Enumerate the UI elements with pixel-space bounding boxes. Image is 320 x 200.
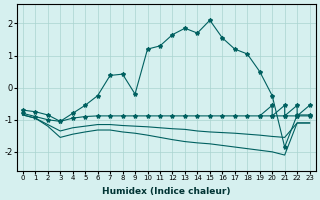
X-axis label: Humidex (Indice chaleur): Humidex (Indice chaleur) — [102, 187, 230, 196]
